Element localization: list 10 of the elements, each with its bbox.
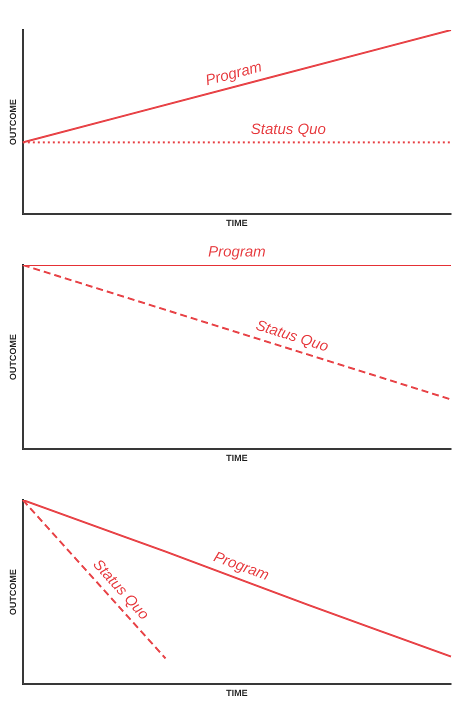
text: Program [204,58,264,90]
series-label: Status Quo [250,121,326,138]
x-axis-title: TIME [226,688,248,698]
y-axis-title: OUTCOME [8,334,18,380]
y-axis-title: OUTCOME [8,99,18,146]
x-axis-title: TIME [226,218,248,228]
x-axis-title: TIME [226,453,248,464]
text: Status Quo [254,316,330,356]
series-label: Program [208,244,266,261]
y-axis-title: OUTCOME [8,569,18,616]
